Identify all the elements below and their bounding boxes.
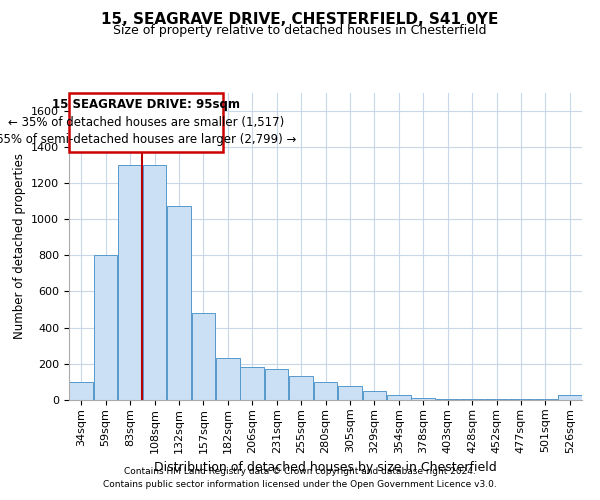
Text: ← 35% of detached houses are smaller (1,517): ← 35% of detached houses are smaller (1,… xyxy=(8,116,284,129)
Bar xyxy=(265,369,289,400)
Bar xyxy=(191,313,215,400)
Bar xyxy=(314,382,337,400)
Bar xyxy=(289,376,313,400)
Bar xyxy=(94,256,118,400)
Bar xyxy=(362,391,386,400)
Bar xyxy=(436,399,460,400)
Text: 65% of semi-detached houses are larger (2,799) →: 65% of semi-detached houses are larger (… xyxy=(0,133,296,146)
Bar xyxy=(558,394,581,400)
Text: 15 SEAGRAVE DRIVE: 95sqm: 15 SEAGRAVE DRIVE: 95sqm xyxy=(52,98,241,111)
Text: Contains public sector information licensed under the Open Government Licence v3: Contains public sector information licen… xyxy=(103,480,497,489)
Bar xyxy=(167,206,191,400)
Bar xyxy=(412,398,435,400)
Bar xyxy=(338,386,362,400)
Bar xyxy=(387,396,410,400)
Text: Contains HM Land Registry data © Crown copyright and database right 2024.: Contains HM Land Registry data © Crown c… xyxy=(124,467,476,476)
Bar xyxy=(241,368,264,400)
Text: 15, SEAGRAVE DRIVE, CHESTERFIELD, S41 0YE: 15, SEAGRAVE DRIVE, CHESTERFIELD, S41 0Y… xyxy=(101,12,499,28)
Bar xyxy=(118,165,142,400)
Bar xyxy=(143,165,166,400)
Bar xyxy=(216,358,239,400)
X-axis label: Distribution of detached houses by size in Chesterfield: Distribution of detached houses by size … xyxy=(154,461,497,474)
FancyBboxPatch shape xyxy=(70,92,223,152)
Bar xyxy=(70,382,93,400)
Y-axis label: Number of detached properties: Number of detached properties xyxy=(13,153,26,339)
Text: Size of property relative to detached houses in Chesterfield: Size of property relative to detached ho… xyxy=(113,24,487,37)
